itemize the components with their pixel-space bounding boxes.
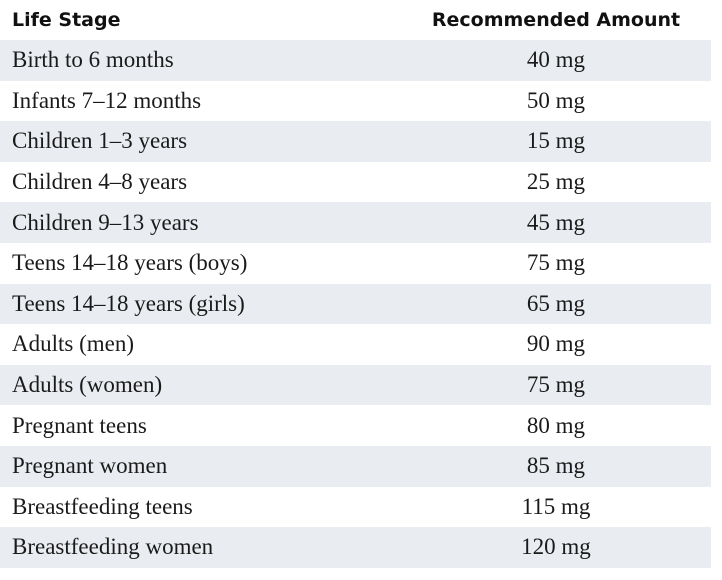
life-stage-cell: Birth to 6 months <box>12 47 174 73</box>
table-row: Children 4–8 years 25 mg <box>0 162 711 203</box>
life-stage-cell: Teens 14–18 years (girls) <box>12 290 245 316</box>
header-row: Life Stage Recommended Amount <box>0 0 711 40</box>
life-stage-cell: Breastfeeding women <box>12 534 214 560</box>
table-row: Adults (women) 75 mg <box>0 364 711 406</box>
amount-cell: 45 mg <box>526 209 586 235</box>
life-stage-cell: Children 1–3 years <box>12 128 188 154</box>
table-row: Teens 14–18 years (girls) 65 mg <box>0 283 711 325</box>
table-body: Birth to 6 months 40 mg Infants 7–12 month… <box>0 40 711 568</box>
life-stage-cell: Pregnant teens <box>12 412 147 438</box>
table-row: Pregnant women 85 mg <box>0 445 711 487</box>
amount-cell: 40 mg <box>526 47 586 73</box>
amount-cell: 115 mg <box>521 493 591 519</box>
life-stage-cell: Pregnant women <box>12 453 168 479</box>
table-row: Children 1–3 years 15 mg <box>0 121 711 162</box>
amount-cell: 75 mg <box>526 372 586 398</box>
life-stage-cell: Breastfeeding teens <box>12 493 193 519</box>
amount-cell: 25 mg <box>526 169 586 195</box>
amount-cell: 80 mg <box>526 412 586 438</box>
life-stage-cell: Teens 14–18 years (boys) <box>12 250 248 276</box>
amount-cell: 75 mg <box>526 250 586 276</box>
amount-cell: 90 mg <box>526 331 586 357</box>
amount-cell: 15 mg <box>526 128 586 154</box>
amount-cell: 50 mg <box>526 87 586 113</box>
table-row: Children 9–13 years 45 mg <box>0 202 711 243</box>
table-row: Infants 7–12 months 50 mg <box>0 81 711 122</box>
life-stage-cell: Children 9–13 years <box>12 209 199 235</box>
table-row: Adults (men) 90 mg <box>0 324 711 365</box>
life-stage-cell: Infants 7–12 months <box>12 87 202 113</box>
table-row: Breastfeeding teens 115 mg <box>0 487 711 528</box>
table-row: Birth to 6 months 40 mg <box>0 40 711 81</box>
table-row: Breastfeeding women 120 mg <box>0 527 711 568</box>
life-stage-cell: Adults (women) <box>12 372 163 398</box>
amount-cell: 120 mg <box>521 534 591 560</box>
table-row: Teens 14–18 years (boys) 75 mg <box>0 243 711 284</box>
header-cell: Life Stage <box>12 9 121 31</box>
table: Life Stage Recommended Amount Birth to 6… <box>0 0 711 568</box>
amount-cell: 65 mg <box>526 290 586 316</box>
amount-cell: 85 mg <box>526 453 586 479</box>
header-cell: Recommended Amount <box>431 9 681 31</box>
life-stage-cell: Children 4–8 years <box>12 169 188 195</box>
table-row: Pregnant teens 80 mg <box>0 405 711 446</box>
life-stage-cell: Adults (men) <box>12 331 135 357</box>
